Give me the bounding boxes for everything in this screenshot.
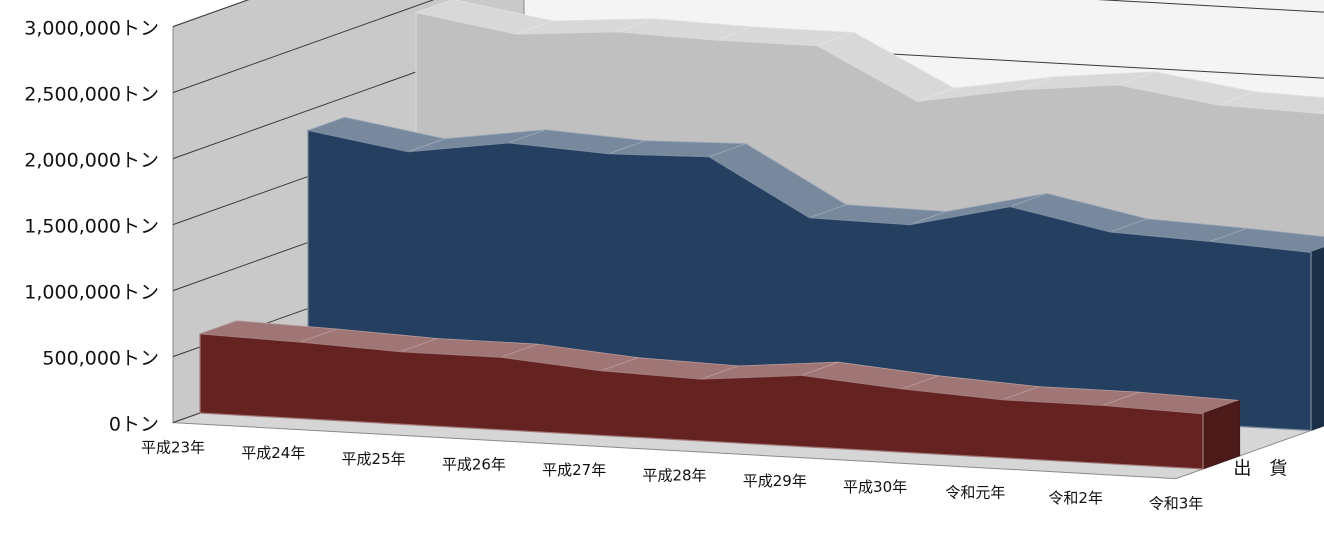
y-tick-label: 500,000トン: [42, 348, 159, 370]
y-tick-label: 0トン: [109, 414, 159, 436]
x-tick-label: 平成25年: [342, 450, 406, 468]
x-tick-label: 平成29年: [743, 472, 807, 490]
series-label: 出 貨: [1233, 459, 1287, 480]
y-tick-label: 2,000,000トン: [24, 150, 159, 172]
series-area: [199, 333, 1204, 470]
x-tick-label: 平成26年: [442, 455, 506, 473]
y-tick-label: 1,500,000トン: [24, 216, 159, 238]
y-tick-label: 2,500,000トン: [24, 84, 159, 106]
x-tick-label: 平成23年: [141, 439, 205, 457]
series-end-face: [1310, 247, 1324, 432]
gridline: [172, 0, 1324, 94]
x-tick-label: 平成30年: [843, 478, 907, 496]
x-tick-label: 令和元年: [945, 483, 1005, 501]
x-tick-label: 令和2年: [1048, 489, 1103, 507]
y-tick-label: 3,000,000トン: [24, 18, 159, 40]
y-tick-label: 1,000,000トン: [24, 282, 159, 304]
x-tick-label: 平成28年: [642, 467, 706, 485]
x-tick-label: 平成27年: [542, 461, 606, 479]
x-tick-label: 平成24年: [241, 444, 305, 462]
x-tick-label: 令和3年: [1149, 495, 1204, 513]
